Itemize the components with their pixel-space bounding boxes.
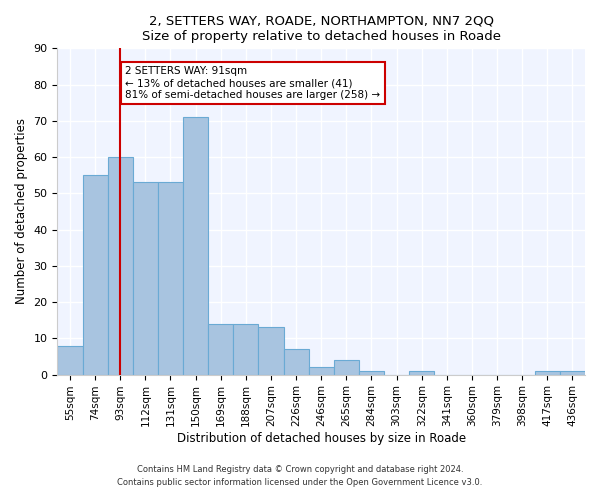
Bar: [83, 175, 107, 374]
Text: Contains public sector information licensed under the Open Government Licence v3: Contains public sector information licen…: [118, 478, 482, 487]
Bar: [183, 117, 208, 374]
Bar: [233, 324, 259, 374]
Bar: [284, 349, 308, 374]
Bar: [560, 371, 585, 374]
Title: 2, SETTERS WAY, ROADE, NORTHAMPTON, NN7 2QQ
Size of property relative to detache: 2, SETTERS WAY, ROADE, NORTHAMPTON, NN7 …: [142, 15, 501, 43]
X-axis label: Distribution of detached houses by size in Roade: Distribution of detached houses by size …: [176, 432, 466, 445]
Bar: [409, 371, 434, 374]
Bar: [208, 324, 233, 374]
Bar: [107, 157, 133, 374]
Y-axis label: Number of detached properties: Number of detached properties: [15, 118, 28, 304]
Text: Contains HM Land Registry data © Crown copyright and database right 2024.: Contains HM Land Registry data © Crown c…: [137, 466, 463, 474]
Bar: [133, 182, 158, 374]
Bar: [58, 346, 83, 374]
Bar: [259, 328, 284, 374]
Bar: [535, 371, 560, 374]
Bar: [359, 371, 384, 374]
Bar: [158, 182, 183, 374]
Bar: [308, 368, 334, 374]
Text: 2 SETTERS WAY: 91sqm
← 13% of detached houses are smaller (41)
81% of semi-detac: 2 SETTERS WAY: 91sqm ← 13% of detached h…: [125, 66, 380, 100]
Bar: [334, 360, 359, 374]
